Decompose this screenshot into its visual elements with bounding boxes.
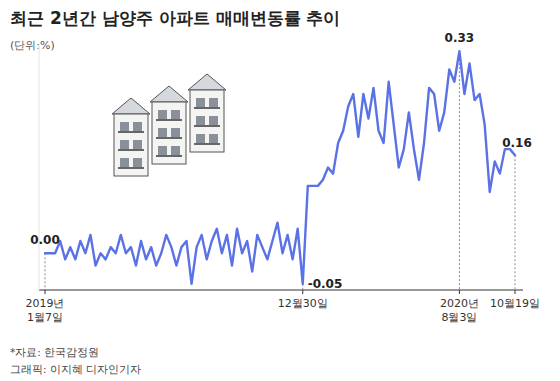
x-tick bbox=[515, 290, 516, 294]
wall bbox=[152, 102, 186, 164]
balcony bbox=[118, 149, 144, 151]
background bbox=[0, 0, 560, 381]
x-tick-label-line: 8월3일 bbox=[441, 311, 477, 324]
x-tick-label-line: 12월30일 bbox=[278, 297, 328, 310]
window bbox=[133, 158, 142, 168]
subtitle: (단위:%) bbox=[10, 39, 55, 52]
chart: 최근 2년간 남양주 아파트 매매변동률 추이 (단위:%) 2019년1월7일 12… bbox=[0, 0, 560, 381]
wall bbox=[190, 90, 224, 152]
line bbox=[45, 51, 515, 284]
window bbox=[196, 134, 205, 144]
guide-line bbox=[459, 51, 460, 290]
credit: 그래픽: 이지혜 디자인기자 bbox=[10, 363, 141, 375]
x-tick bbox=[302, 290, 303, 294]
balcony bbox=[194, 107, 220, 109]
window bbox=[158, 110, 167, 120]
x-tick-label-line: 10월19일 bbox=[490, 297, 540, 310]
title: 최근 2년간 남양주 아파트 매매변동률 추이 bbox=[10, 8, 340, 28]
window bbox=[158, 128, 167, 138]
x-tick-label-line: 1월7일 bbox=[27, 311, 63, 324]
window bbox=[120, 158, 129, 168]
x-tick-label-line: 2019년 bbox=[26, 297, 65, 310]
x-axis bbox=[39, 290, 523, 291]
guide-line bbox=[45, 253, 46, 290]
data-label: 0.00 bbox=[30, 233, 60, 247]
plot-area bbox=[45, 51, 515, 284]
wall bbox=[114, 114, 148, 176]
x-tick-label: 12월30일 bbox=[278, 297, 328, 310]
window bbox=[196, 98, 205, 108]
window bbox=[120, 122, 129, 132]
balcony bbox=[156, 155, 182, 157]
window bbox=[171, 128, 180, 138]
window bbox=[171, 110, 180, 120]
source: *자료: 한국감정원 bbox=[10, 346, 99, 358]
balcony bbox=[156, 137, 182, 139]
x-tick-label-line: 2020년 bbox=[440, 297, 479, 310]
window bbox=[171, 146, 180, 156]
window bbox=[133, 122, 142, 132]
guide-line bbox=[515, 155, 516, 290]
x-tick-label: 10월19일 bbox=[490, 297, 540, 310]
window bbox=[209, 134, 218, 144]
window bbox=[133, 140, 142, 150]
building-icon bbox=[112, 74, 226, 176]
data-label: -0.05 bbox=[308, 277, 343, 291]
x-tick-label: 2019년1월7일 bbox=[26, 297, 65, 324]
balcony bbox=[156, 119, 182, 121]
balcony bbox=[194, 143, 220, 145]
roof bbox=[188, 74, 226, 90]
window bbox=[120, 140, 129, 150]
data-label: 0.16 bbox=[502, 136, 532, 150]
x-tick-label: 2020년8월3일 bbox=[440, 297, 479, 324]
window bbox=[196, 116, 205, 126]
window bbox=[158, 146, 167, 156]
window bbox=[209, 116, 218, 126]
y-axis bbox=[39, 45, 40, 290]
data-label: 0.33 bbox=[445, 31, 475, 45]
balcony bbox=[118, 131, 144, 133]
roof bbox=[150, 86, 188, 102]
balcony bbox=[118, 167, 144, 169]
balcony bbox=[194, 125, 220, 127]
roof bbox=[112, 98, 150, 114]
x-tick bbox=[459, 290, 460, 294]
window bbox=[209, 98, 218, 108]
x-tick bbox=[45, 290, 46, 294]
